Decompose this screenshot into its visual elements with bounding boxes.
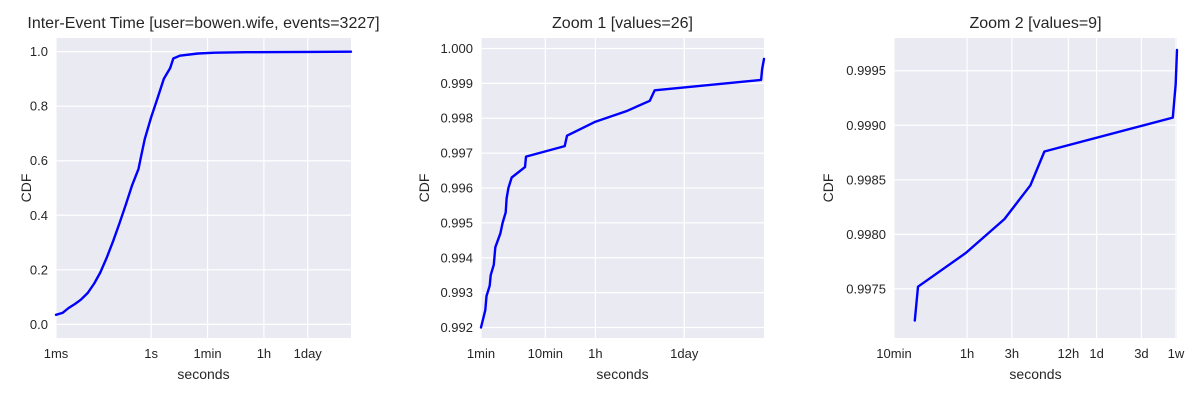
chart-1-y-tick-label-3: 0.6 (30, 153, 48, 168)
chart-2-y-tick-label-1: 0.993 (440, 285, 473, 300)
chart-2-x-tick-label-2: 1h (588, 346, 602, 361)
chart-1-x-tick-label-2: 1min (193, 346, 221, 361)
chart-1-x-tick-label-1: 1s (144, 346, 158, 361)
chart-1-title: Inter-Event Time [user=bowen.wife, event… (27, 15, 379, 32)
chart-3-y-tick-label-1: 0.9980 (846, 227, 886, 242)
chart-2-x-tick-label-1: 10min (528, 346, 563, 361)
chart-2-y-tick-label-7: 0.999 (440, 76, 473, 91)
chart-2-y-tick-label-3: 0.995 (440, 215, 473, 230)
chart-1-y-tick-label-1: 0.2 (30, 262, 48, 277)
chart-3-x-tick-label-1: 1h (960, 346, 974, 361)
chart-2-series-1-line (479, 57, 766, 329)
chart-1-x-tick-label-4: 1day (294, 346, 323, 361)
chart-2-axes: 1min 10min 1h 1day 0.992 0.993 0.994 0.995 0.996… (416, 15, 766, 382)
chart-2-x-tick-label-3: 1day (670, 346, 699, 361)
chart-2-y-tick-label-5: 0.997 (440, 146, 473, 161)
chart-3-y-tick-label-2: 0.9985 (846, 172, 886, 187)
chart-1-x-tick-label-3: 1h (257, 346, 271, 361)
chart-2-title: Zoom 1 [values=26] (552, 15, 693, 32)
chart-3-x-axis-label: seconds (1009, 366, 1061, 382)
chart-2-y-axis-label: CDF (416, 174, 432, 203)
chart-1-series-1-line (54, 50, 353, 316)
chart-2-y-tick-label-4: 0.996 (440, 181, 473, 196)
chart-2-y-tick-label-0: 0.992 (440, 320, 473, 335)
chart-2-y-tick-label-6: 0.998 (440, 111, 473, 126)
chart-3-y-tick-label-4: 0.9995 (846, 63, 886, 78)
chart-1-axes: 1ms 1s 1min 1h 1day 0.0 0.2 0.4 0.6 0.8 1.0 Inter-E… (18, 15, 380, 382)
chart-3-x-tick-label-4: 1d (1089, 346, 1103, 361)
chart-3-x-tick-label-0: 10min (876, 346, 911, 361)
chart-3-x-tick-label-6: 1w (1168, 346, 1185, 361)
chart-1-plot-area (56, 38, 351, 338)
chart-2-x-tick-label-0: 1min (467, 346, 495, 361)
chart-3-x-tick-label-5: 3d (1134, 346, 1148, 361)
chart-2-x-axis-label: seconds (596, 366, 648, 382)
chart-1-y-tick-label-5: 1.0 (30, 44, 48, 59)
chart-1-y-tick-label-0: 0.0 (30, 317, 48, 332)
chart-3-plot-area (894, 38, 1177, 338)
chart-3-title: Zoom 2 [values=9] (969, 15, 1101, 32)
chart-1-y-axis-label: CDF (18, 174, 34, 203)
chart-1-y-tick-label-4: 0.8 (30, 99, 48, 114)
chart-2-y-tick-label-8: 1.000 (440, 41, 473, 56)
chart-1-y-tick-label-2: 0.4 (30, 208, 48, 223)
chart-3-series-1-line (913, 48, 1179, 322)
chart-3-x-tick-label-2: 3h (1005, 346, 1019, 361)
chart-3-y-axis-label: CDF (820, 174, 836, 203)
chart-1-x-axis-label: seconds (177, 366, 229, 382)
chart-3-axes: 10min 1h 3h 12h 1d 3d 1w 0.9975 0.9980 0.9985 0.99… (820, 15, 1185, 382)
chart-2-y-tick-label-2: 0.994 (440, 250, 473, 265)
chart-3-y-tick-label-3: 0.9990 (846, 118, 886, 133)
chart-3-y-tick-label-0: 0.9975 (846, 281, 886, 296)
chart-1-x-tick-label-0: 1ms (44, 346, 69, 361)
chart-3-x-tick-label-3: 12h (1058, 346, 1080, 361)
